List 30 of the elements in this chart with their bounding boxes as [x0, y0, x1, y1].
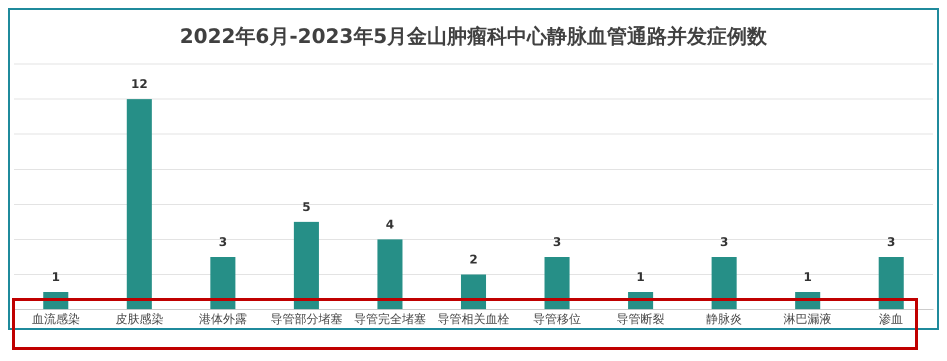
- data-label: 3: [218, 235, 228, 250]
- x-tick-label: 淋巴漏液: [784, 312, 832, 326]
- bar: [712, 256, 737, 310]
- bar: [878, 256, 904, 310]
- data-label: 1: [804, 270, 812, 284]
- data-label: 3: [887, 235, 896, 250]
- x-tick-label: 港体外露: [198, 312, 247, 326]
- x-tick-label: 导管移位: [533, 312, 582, 326]
- bar: [126, 99, 152, 310]
- x-tick-label: 皮肤感染: [115, 312, 164, 326]
- data-label: 1: [52, 270, 60, 284]
- x-tick-label: 导管部分堵塞: [270, 312, 342, 326]
- x-tick-label: 静脉炎: [706, 312, 742, 326]
- x-tick-label: 导管相关血栓: [438, 312, 510, 326]
- data-label: 3: [552, 235, 562, 250]
- data-label: 5: [302, 200, 311, 214]
- data-label: 2: [469, 252, 478, 267]
- data-label: 3: [720, 235, 728, 250]
- x-tick-label: 渗血: [879, 312, 904, 326]
- data-label: 1: [636, 270, 645, 284]
- data-label: 4: [386, 218, 394, 232]
- x-tick-label: 导管断裂: [616, 312, 665, 326]
- bar: [210, 256, 236, 310]
- bar: [377, 239, 402, 310]
- x-tick-label: 血流感染: [32, 312, 80, 326]
- bar: [294, 222, 319, 310]
- chart-title: 2022年6月-2023年5月金山肿瘤科中心静脉血管通路并发症例数: [180, 24, 768, 48]
- bar: [544, 256, 570, 310]
- x-tick-label: 导管完全堵塞: [354, 312, 426, 326]
- data-label: 12: [130, 77, 148, 92]
